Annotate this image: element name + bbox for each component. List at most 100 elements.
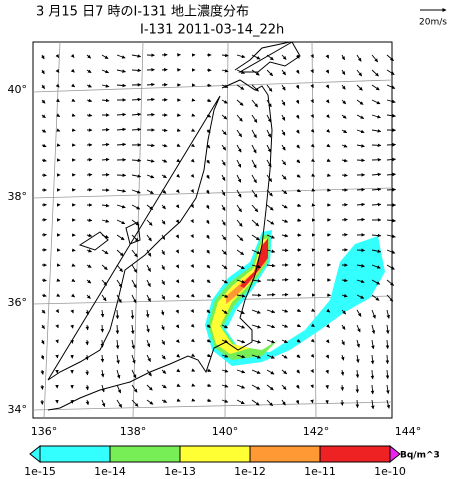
wind-arrow: [236, 114, 243, 122]
wind-arrow: [296, 54, 300, 59]
wind-arrow: [266, 189, 273, 197]
grid-line: [132, 41, 144, 419]
wind-arrow: [266, 339, 276, 344]
wind-arrow: [116, 83, 127, 88]
wind-arrow: [221, 144, 227, 151]
wind-arrow: [386, 249, 396, 254]
wind-arrow: [161, 234, 166, 240]
wind-arrow: [251, 384, 261, 390]
wind-arrow: [236, 54, 246, 59]
wind-arrow: [251, 129, 257, 139]
wind-arrow: [100, 339, 105, 348]
wind-arrow: [175, 234, 179, 239]
wind-arrow: [71, 263, 76, 267]
hokkaido: [234, 41, 301, 73]
wind-arrow: [266, 309, 276, 314]
wind-arrow: [86, 69, 92, 74]
wind-arrow: [101, 157, 110, 162]
wind-arrow: [281, 292, 289, 297]
wind-arrow: [161, 204, 166, 210]
wind-arrow: [266, 249, 276, 253]
wind-arrow: [146, 174, 155, 179]
wind-arrow: [370, 384, 375, 395]
wind-arrow: [325, 69, 330, 74]
wind-arrow: [191, 398, 196, 402]
wind-arrow: [101, 84, 110, 88]
wind-arrow: [341, 278, 348, 283]
wind-arrow: [86, 233, 93, 238]
wind-arrow: [146, 294, 151, 302]
wind-arrow: [206, 368, 212, 373]
wind-arrow: [341, 309, 347, 315]
wind-arrow: [41, 84, 46, 89]
wind-arrow: [115, 324, 120, 335]
wind-arrow: [236, 264, 245, 270]
wind-arrow: [206, 398, 212, 403]
wind-arrow: [101, 234, 109, 239]
wind-arrow: [70, 309, 74, 314]
wind-arrow: [266, 384, 274, 391]
grid-line: [32, 401, 393, 411]
colorbar-label: 1e-10: [374, 465, 406, 478]
wind-arrow: [371, 202, 382, 207]
wind-arrow: [295, 129, 300, 134]
wind-arrow: [385, 354, 390, 365]
wind-arrow: [221, 129, 227, 136]
wind-arrow: [190, 249, 194, 254]
wind-arrow: [341, 324, 346, 330]
wind-arrow: [266, 369, 275, 375]
wind-arrow: [191, 98, 196, 102]
lat-label: 40°: [8, 83, 28, 96]
wind-arrow: [56, 293, 61, 297]
wind-arrow: [296, 218, 302, 222]
wind-arrow: [206, 113, 212, 118]
wind-arrow: [221, 234, 227, 241]
wind-arrow: [281, 159, 287, 166]
wind-arrow: [356, 187, 366, 192]
wind-arrow: [356, 264, 365, 268]
wind-arrow: [71, 248, 76, 252]
colorbar-label: 1e-13: [164, 465, 196, 478]
wind-arrow: [55, 309, 60, 314]
colorbar-label: 1e-15: [24, 465, 56, 478]
wind-arrow: [116, 219, 126, 225]
wind-arrow: [161, 189, 167, 194]
wind-arrow: [281, 219, 289, 223]
wind-arrow: [161, 249, 165, 256]
wind-arrow: [176, 173, 180, 178]
wind-arrow: [236, 159, 242, 168]
wind-arrow: [175, 189, 180, 194]
wind-arrow: [251, 54, 261, 60]
wind-arrow: [296, 174, 301, 178]
wind-arrow: [161, 68, 168, 72]
wind-arrow: [310, 69, 314, 74]
wind-arrow: [221, 53, 229, 58]
wind-arrow: [206, 83, 212, 87]
wind-arrow: [281, 399, 286, 406]
wind-arrow: [236, 369, 246, 374]
wind-arrow: [281, 339, 288, 344]
wind-arrow: [190, 353, 195, 357]
wind-arrow: [116, 294, 122, 303]
colorbar-label: 1e-11: [304, 465, 336, 478]
wind-arrow: [325, 384, 329, 389]
wind-arrow: [116, 189, 127, 193]
wind-arrow: [281, 84, 286, 91]
wind-arrow: [295, 114, 300, 119]
wind-arrow: [236, 384, 246, 389]
wind-arrow: [131, 127, 142, 132]
wind-arrow: [161, 174, 167, 179]
wind-arrow: [281, 204, 288, 209]
wind-arrow: [131, 112, 142, 117]
wind-arrow: [101, 279, 108, 286]
wind-arrow: [161, 264, 165, 271]
wind-arrow: [371, 54, 379, 63]
wind-arrow: [340, 354, 345, 361]
wind-arrow: [175, 309, 179, 314]
wind-arrow: [176, 398, 181, 402]
wind-arrow: [341, 339, 345, 346]
wind-arrow: [295, 84, 300, 89]
wind-arrow: [101, 399, 106, 408]
wind-arrow: [251, 279, 262, 283]
wind-arrow: [221, 294, 229, 298]
